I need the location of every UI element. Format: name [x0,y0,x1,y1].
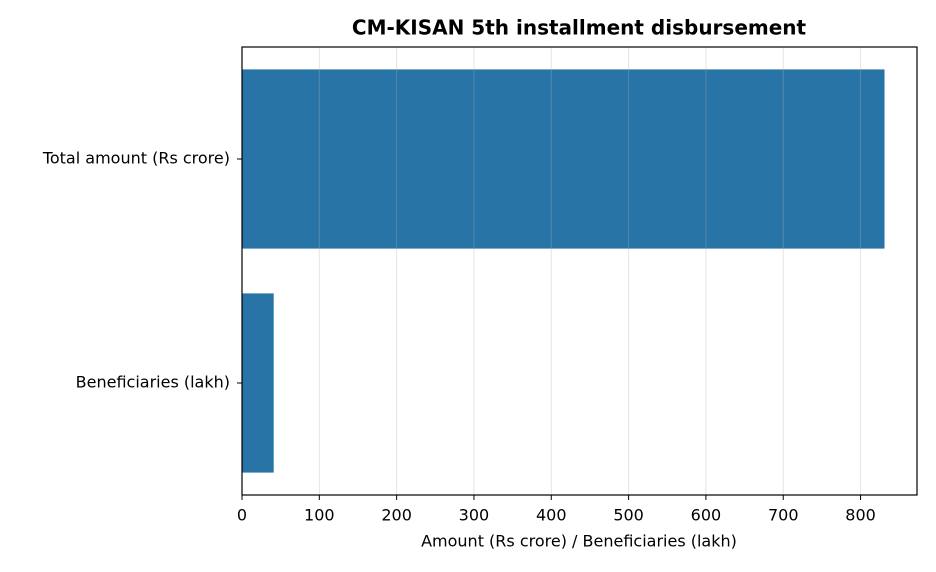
x-tick-label: 600 [691,506,722,525]
y-tick-label: Beneficiaries (lakh) [76,373,230,392]
x-tick-label: 200 [381,506,412,525]
x-tick-label: 400 [536,506,567,525]
x-tick-label: 800 [845,506,876,525]
chart-title: CM-KISAN 5th installment disbursement [352,16,807,40]
bar [242,69,885,249]
x-tick-label: 300 [459,506,490,525]
x-axis-label: Amount (Rs crore) / Beneficiaries (lakh) [421,532,737,551]
y-tick-label: Total amount (Rs crore) [42,149,230,168]
x-tick-label: 500 [613,506,644,525]
x-tick-label: 100 [304,506,335,525]
plot-frame [241,46,918,496]
x-tick-label: 700 [768,506,799,525]
x-tick-label: 0 [237,506,247,525]
bar [242,293,274,473]
